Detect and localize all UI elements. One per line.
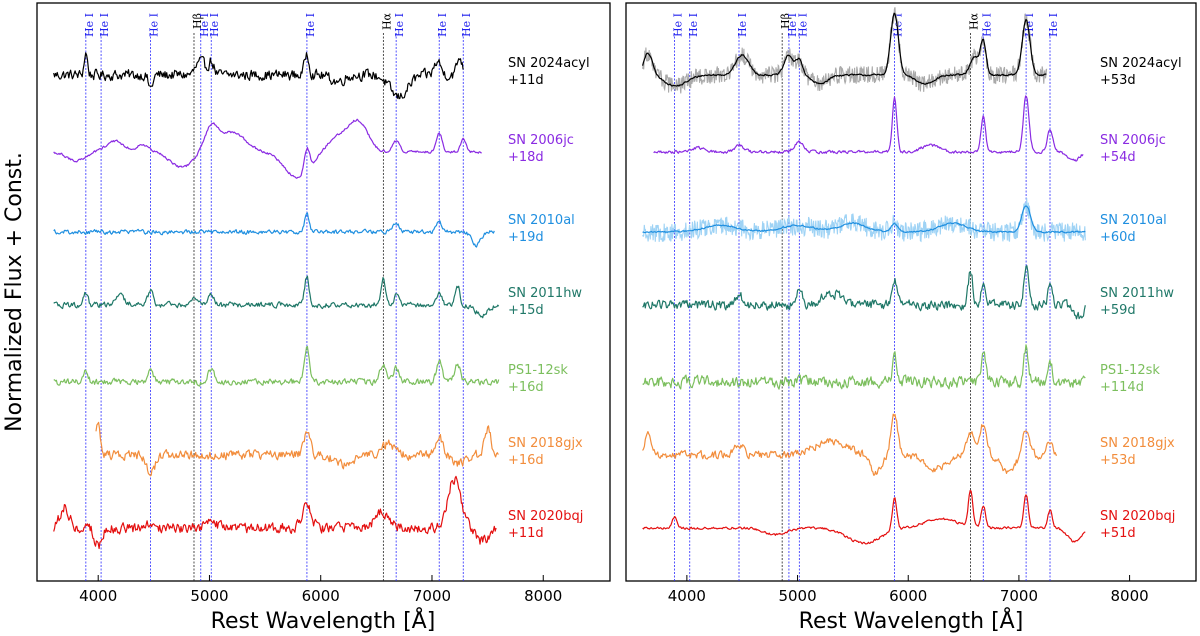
spectrum-line: [642, 413, 1057, 476]
series-phase-label: +54d: [1100, 150, 1136, 165]
series-phase-label: +53d: [1100, 453, 1136, 468]
series-name-label: SN 2024acyl: [508, 56, 590, 71]
plot-frame: [36, 2, 611, 582]
series-phase-label: +114d: [1100, 380, 1144, 395]
x-tick-label: 6000: [302, 587, 340, 605]
spectrum-line: [642, 489, 1086, 545]
line-label: He I: [736, 13, 749, 37]
spectrum-line: [53, 212, 495, 248]
series-phase-label: +15d: [508, 303, 544, 318]
line-label: He I: [208, 13, 221, 37]
spectrum-line: [642, 205, 1086, 234]
line-label: He I: [148, 13, 161, 37]
series-name-label: SN 2006jc: [508, 133, 574, 148]
series-phase-label: +53d: [1100, 73, 1136, 88]
series-name-label: SN 2024acyl: [1100, 56, 1182, 71]
x-tick-label: 4000: [668, 587, 706, 605]
line-label: He I: [672, 13, 685, 37]
series-name-label: SN 2006jc: [1100, 133, 1166, 148]
spectrum-line: [642, 12, 1047, 87]
line-label: Hα: [380, 12, 393, 30]
series-name-label: SN 2018gjx: [1100, 436, 1175, 451]
series-name-label: PS1-12sk: [508, 363, 568, 378]
spectrum-line: [642, 344, 1086, 390]
x-tick-label: 8000: [524, 587, 562, 605]
series-name-label: SN 2020bqj: [1100, 509, 1175, 524]
spectrum-raw-line: [642, 198, 1086, 243]
series-name-label: PS1-12sk: [1100, 363, 1160, 378]
x-tick-label: 7000: [1000, 587, 1038, 605]
x-tick-label: 7000: [413, 587, 451, 605]
x-tick-label: 6000: [889, 587, 927, 605]
y-axis-label: Normalized Flux + Const.: [2, 152, 27, 432]
line-label: He I: [436, 13, 449, 37]
series-phase-label: +60d: [1100, 230, 1136, 245]
series-phase-label: +19d: [508, 230, 544, 245]
line-label: Hα: [968, 12, 981, 30]
line-label: He I: [1047, 13, 1060, 37]
line-label: He I: [687, 13, 700, 37]
line-label: He I: [198, 13, 211, 37]
line-label: He I: [304, 13, 317, 37]
line-label: He I: [796, 13, 809, 37]
series-phase-label: +18d: [508, 150, 544, 165]
series-phase-label: +11d: [508, 73, 544, 88]
series-phase-label: +51d: [1100, 526, 1136, 541]
spectrum-line: [53, 475, 497, 550]
x-axis-label-left: Rest Wavelength [Å]: [211, 607, 436, 634]
spectrum-line: [642, 265, 1086, 320]
series-phase-label: +59d: [1100, 303, 1136, 318]
series-name-label: SN 2010al: [1100, 213, 1167, 228]
spectrum-line: [53, 345, 500, 387]
line-label: He I: [98, 13, 111, 37]
line-label: He I: [460, 13, 473, 37]
series-name-label: SN 2018gjx: [508, 436, 583, 451]
line-label: He I: [83, 13, 96, 37]
series-name-label: SN 2020bqj: [508, 509, 583, 524]
series-name-label: SN 2010al: [508, 213, 575, 228]
x-tick-label: 5000: [190, 587, 228, 605]
x-tick-label: 8000: [1110, 587, 1148, 605]
x-tick-label: 4000: [79, 587, 117, 605]
spectrum-line: [53, 118, 482, 179]
series-phase-label: +16d: [508, 380, 544, 395]
line-label: He I: [980, 13, 993, 37]
plot-frame: [625, 2, 1197, 582]
line-label: Hβ: [191, 13, 204, 29]
spectrum-line: [95, 421, 499, 477]
spectrum-line: [53, 52, 464, 100]
line-label: He I: [786, 13, 799, 37]
line-label: Hβ: [779, 13, 792, 29]
line-label: He I: [393, 13, 406, 37]
x-tick-label: 5000: [778, 587, 816, 605]
x-axis-label-right: Rest Wavelength [Å]: [799, 607, 1024, 634]
series-name-label: SN 2011hw: [1100, 286, 1174, 301]
series-phase-label: +11d: [508, 526, 544, 541]
series-phase-label: +16d: [508, 453, 544, 468]
spectrum-line: [53, 275, 500, 319]
spectrum-line: [653, 95, 1084, 162]
series-name-label: SN 2011hw: [508, 286, 582, 301]
